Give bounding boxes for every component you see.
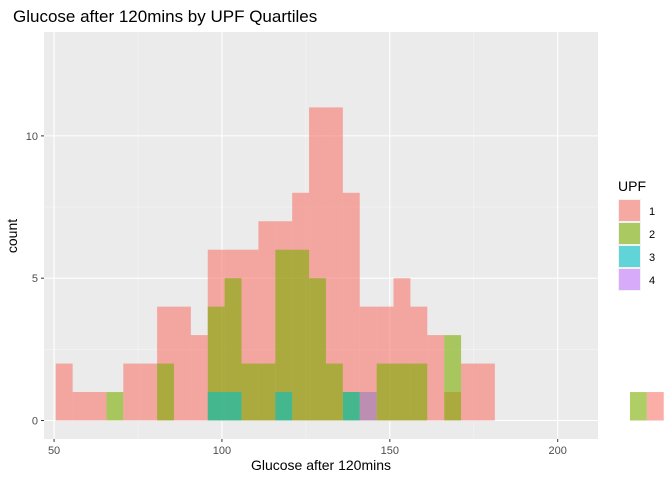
legend-label-upf-2: 2 [649, 229, 655, 241]
y-axis: 0 5 10 [26, 131, 44, 428]
legend-swatch-upf-2 [619, 223, 640, 244]
histogram-bar-upf-1 [477, 363, 495, 421]
histogram-bar-upf-1 [173, 306, 191, 421]
histogram-bar-upf-1 [89, 392, 107, 421]
histogram-bar-upf-1 [72, 392, 90, 421]
legend-swatch-upf-3 [619, 246, 640, 267]
histogram-bar-upf-1 [646, 392, 664, 421]
histogram-bar-upf-2 [393, 363, 411, 421]
histogram-bar-upf-2 [157, 363, 174, 421]
histogram-bar-upf-2 [309, 278, 326, 421]
legend-swatch-upf-4 [619, 269, 640, 290]
histogram-bars [55, 107, 664, 421]
histogram-bar-upf-1 [325, 107, 343, 421]
histogram-bar-upf-3 [342, 392, 360, 421]
histogram-bar-upf-3 [275, 392, 293, 421]
histogram-bar-upf-2 [258, 363, 276, 421]
legend-label-upf-4: 4 [649, 275, 655, 287]
y-tick-label: 10 [26, 131, 38, 143]
histogram-bar-upf-2 [106, 392, 124, 421]
x-axis: 50 100 150 200 [48, 439, 567, 457]
chart-title: Glucose after 120mins by UPF Quartiles [13, 7, 317, 26]
y-tick-label: 5 [32, 273, 38, 285]
legend-label-upf-1: 1 [649, 206, 655, 218]
histogram-bar-upf-1 [461, 363, 478, 421]
legend-swatch-upf-1 [619, 200, 640, 221]
y-axis-title: count [4, 219, 20, 253]
histogram-bar-upf-1 [342, 192, 360, 421]
histogram-bar-upf-1 [140, 363, 158, 421]
legend-label-upf-3: 3 [649, 252, 655, 264]
histogram-bar-upf-2 [444, 335, 462, 421]
x-tick-label: 100 [213, 445, 231, 457]
histogram-bar-upf-2 [241, 363, 259, 421]
histogram-bar-upf-1 [55, 363, 73, 421]
histogram-bar-upf-2 [410, 363, 428, 421]
histogram-bar-upf-1 [427, 335, 445, 421]
histogram-bar-upf-2 [629, 392, 647, 421]
histogram-bar-upf-2 [275, 249, 293, 421]
histogram-bar-upf-3 [224, 392, 242, 421]
histogram-bar-upf-4 [359, 392, 377, 421]
x-tick-label: 200 [549, 445, 567, 457]
x-tick-label: 150 [381, 445, 399, 457]
legend: UPF 1 2 3 4 [618, 178, 655, 291]
y-tick-label: 0 [32, 416, 38, 428]
histogram-bar-upf-3 [207, 392, 225, 421]
histogram-bar-upf-1 [190, 335, 208, 421]
histogram-bar-upf-2 [376, 363, 394, 421]
histogram-bar-upf-2 [292, 249, 310, 421]
histogram-bar-upf-1 [123, 363, 141, 421]
x-tick-label: 50 [48, 445, 60, 457]
x-axis-title: Glucose after 120mins [251, 457, 391, 473]
legend-title: UPF [618, 178, 646, 194]
histogram-bar-upf-2 [224, 278, 242, 421]
histogram-bar-upf-2 [325, 363, 343, 421]
